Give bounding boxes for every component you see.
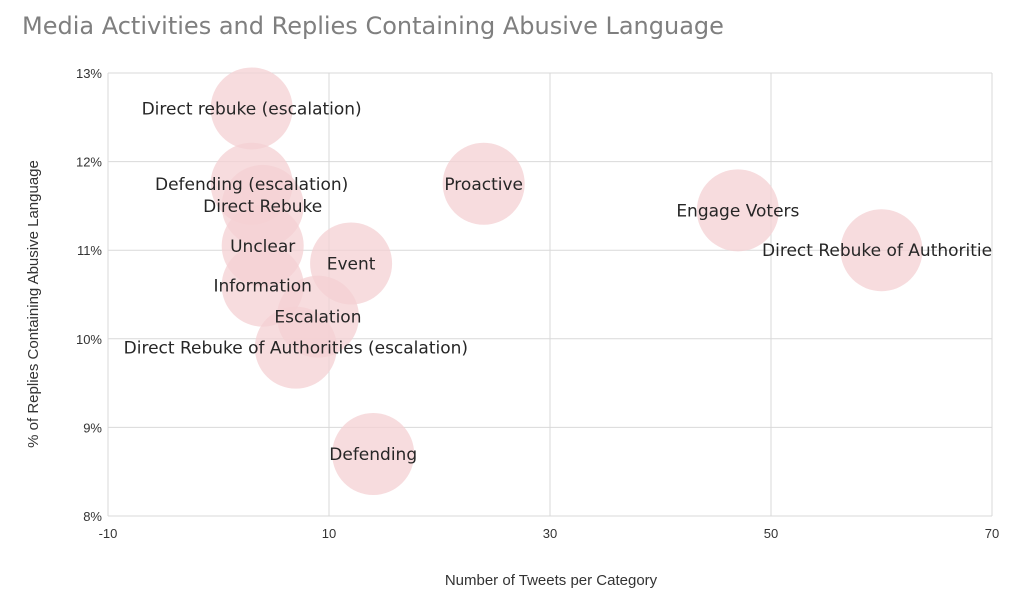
bubble-label: Direct rebuke (escalation)	[142, 99, 362, 119]
bubble	[254, 306, 337, 389]
chart-title: Media Activities and Replies Containing …	[22, 12, 724, 40]
x-tick-label: 10	[322, 526, 336, 541]
y-tick-label: 8%	[83, 509, 102, 524]
x-tick-label: 70	[985, 526, 999, 541]
y-tick-label: 10%	[76, 332, 102, 347]
y-tick-label: 13%	[76, 66, 102, 81]
bubble-labels: Direct rebuke (escalation) Defending (esc…	[124, 99, 1001, 465]
y-tick-label: 11%	[77, 243, 102, 258]
x-tick-label: -10	[99, 526, 118, 541]
x-axis-title: Number of Tweets per Category	[445, 572, 658, 589]
x-tick-label: 30	[543, 526, 557, 541]
bubbles	[210, 67, 923, 495]
bubble-label: Direct Rebuke of Authorities	[762, 241, 1001, 261]
bubble-label: Escalation	[274, 308, 361, 328]
axis-ticks: -10 10 30 50 70 8% 9% 10% 11% 12% 13%	[76, 66, 999, 541]
bubble-label: Defending (escalation)	[155, 175, 348, 195]
bubble-label: Unclear	[230, 237, 295, 257]
bubble-label: Defending	[329, 445, 417, 465]
bubble-label: Event	[327, 254, 376, 274]
bubble-label: Direct Rebuke	[203, 197, 322, 217]
bubble-label: Direct Rebuke of Authorities (escalation…	[124, 339, 468, 359]
bubble	[442, 142, 525, 225]
y-tick-label: 12%	[76, 155, 102, 170]
bubble-label: Information	[213, 277, 311, 297]
bubble	[840, 209, 923, 292]
bubble-label: Proactive	[444, 175, 523, 195]
y-tick-label: 9%	[83, 420, 102, 435]
x-tick-label: 50	[764, 526, 778, 541]
bubble	[210, 67, 293, 150]
bubble	[332, 412, 415, 495]
bubble	[696, 169, 779, 252]
y-axis-title: % of Replies Containing Abusive Language	[25, 160, 42, 448]
bubble-label: Engage Voters	[676, 201, 799, 221]
